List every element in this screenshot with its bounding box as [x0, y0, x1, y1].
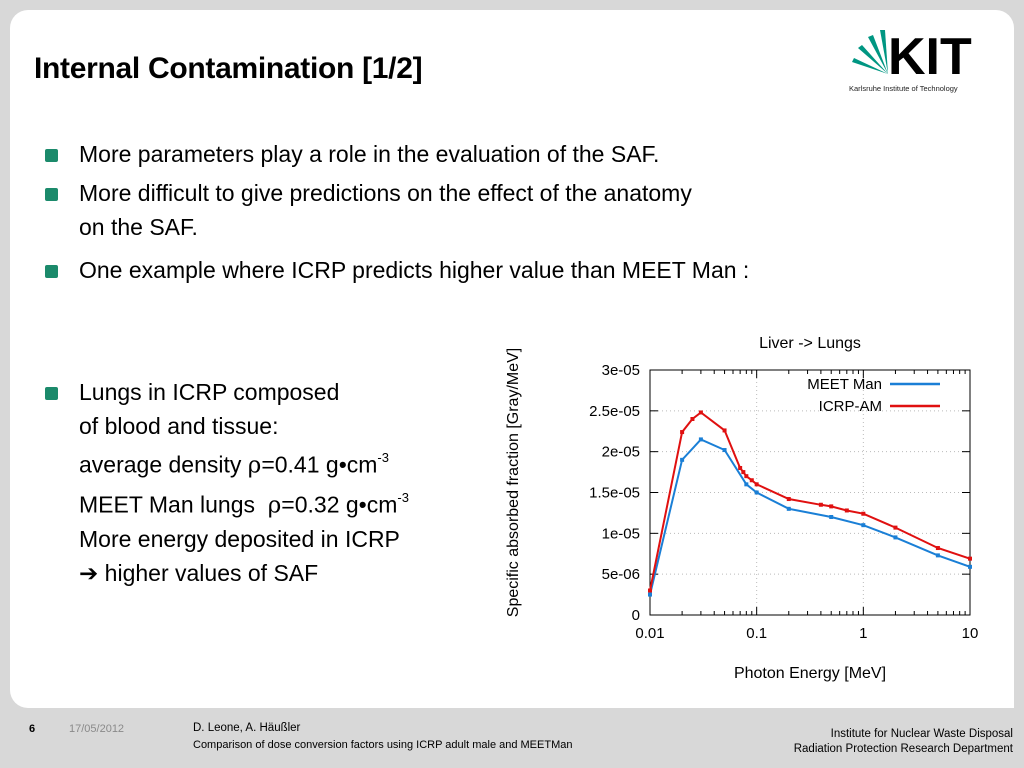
bullet-item: One example where ICRP predicts higher v…	[45, 253, 750, 287]
series-line-meet-man	[649, 438, 971, 595]
data-point	[786, 506, 791, 511]
footer-authors: D. Leone, A. Häußler	[193, 722, 301, 734]
exponent: -3	[397, 489, 409, 505]
lungs-text: MEET Man lungs	[79, 491, 268, 518]
data-point	[935, 546, 940, 551]
data-point	[935, 553, 940, 558]
data-point	[829, 515, 834, 519]
arrow-right-icon: ➔	[79, 560, 99, 587]
x-tick-label: 0.01	[635, 625, 664, 642]
slide	[10, 10, 1014, 708]
data-point	[861, 523, 866, 528]
data-point	[738, 466, 743, 470]
rho-symbol: ρ	[247, 452, 262, 479]
y-tick-label: 0	[632, 607, 640, 624]
x-tick-label: 0.1	[746, 625, 767, 642]
data-point	[844, 508, 849, 513]
lungs-text: of blood and tissue:	[79, 413, 279, 439]
x-tick-label: 1	[859, 625, 867, 642]
y-tick-label: 2.5e-05	[589, 403, 640, 420]
kit-logo-fan-icon	[852, 30, 888, 74]
data-point	[786, 497, 791, 502]
lungs-text: higher values of SAF	[98, 560, 319, 587]
saf-chart: 0 5e-06 1e-05 1.5e-05 2e-05 2.5e-05 3e-05 0.01 0…	[505, 335, 979, 682]
y-tick-label: 1e-05	[602, 525, 640, 542]
data-point	[754, 490, 759, 495]
x-axis-label: Photon Energy [MeV]	[734, 665, 886, 682]
bullet-marker-icon	[45, 387, 58, 400]
data-point	[741, 470, 746, 475]
kit-logo: KIT	[852, 28, 972, 86]
kit-logo-subtitle: Karlsruhe Institute of Technology	[849, 84, 958, 93]
footer-institute: Institute for Nuclear Waste Disposal	[830, 728, 1013, 740]
series-line-icrp-am	[649, 411, 971, 591]
bullet-text: More parameters play a role in the evalu…	[79, 141, 660, 167]
data-point	[680, 457, 685, 462]
data-point	[648, 588, 652, 593]
footer: 6 17/05/2012 D. Leone, A. Häußler Compar…	[0, 708, 1024, 768]
y-tick-label: 5e-06	[602, 566, 640, 583]
lungs-text: =0.41 g•cm	[261, 451, 378, 478]
data-point	[698, 410, 703, 415]
kit-logo-text: KIT	[888, 28, 972, 86]
data-point	[754, 482, 759, 487]
bullet-item: More parameters play a role in the evalu…	[45, 137, 660, 171]
chart-title: Liver -> Lungs	[759, 335, 861, 352]
rho-symbol: ρ	[267, 492, 282, 519]
bullet-marker-icon	[45, 149, 58, 162]
data-point	[818, 502, 823, 507]
y-axis-label: Specific absorbed fraction [Gray/MeV]	[505, 348, 522, 617]
footer-department: Radiation Protection Research Department	[793, 743, 1013, 755]
page-number: 6	[29, 723, 36, 735]
data-point	[744, 474, 749, 479]
bullet-item-lungs: Lungs in ICRP composed of blood and tiss…	[45, 375, 409, 590]
lungs-text: =0.32 g•cm	[281, 491, 398, 518]
data-point	[861, 511, 866, 516]
bullet-text: More difficult to give predictions on th…	[79, 180, 692, 206]
data-point	[744, 482, 749, 487]
data-point	[690, 417, 695, 421]
bullet-text: on the SAF.	[79, 214, 198, 240]
data-point	[893, 525, 898, 530]
data-point	[680, 430, 685, 435]
legend-label: MEET Man	[807, 376, 882, 393]
legend-label: ICRP-AM	[819, 398, 882, 415]
bullet-marker-icon	[45, 265, 58, 278]
lungs-text: More energy deposited in ICRP	[79, 526, 400, 553]
exponent: -3	[377, 450, 389, 465]
y-tick-label: 3e-05	[602, 362, 640, 379]
y-tick-label: 2e-05	[602, 444, 640, 461]
lungs-text: Lungs in ICRP composed	[79, 379, 340, 405]
data-point	[968, 556, 972, 561]
data-point	[722, 448, 727, 453]
y-tick-label: 1.5e-05	[589, 485, 640, 502]
footer-subtitle: Comparison of dose conversion factors us…	[193, 739, 573, 751]
bullet-item: More difficult to give predictions on th…	[45, 176, 692, 244]
data-point	[648, 592, 652, 597]
data-point	[749, 478, 754, 483]
footer-date: 17/05/2012	[69, 723, 125, 735]
lungs-text: average density	[79, 451, 248, 478]
data-point	[893, 535, 898, 540]
data-point	[968, 564, 972, 569]
bullet-text: One example where ICRP predicts higher v…	[79, 257, 750, 283]
data-point	[698, 437, 703, 442]
data-point	[722, 428, 727, 433]
x-tick-label: 10	[962, 625, 979, 642]
page-title: Internal Contamination [1/2]	[34, 52, 423, 85]
bullet-marker-icon	[45, 188, 58, 201]
data-point	[829, 504, 834, 509]
